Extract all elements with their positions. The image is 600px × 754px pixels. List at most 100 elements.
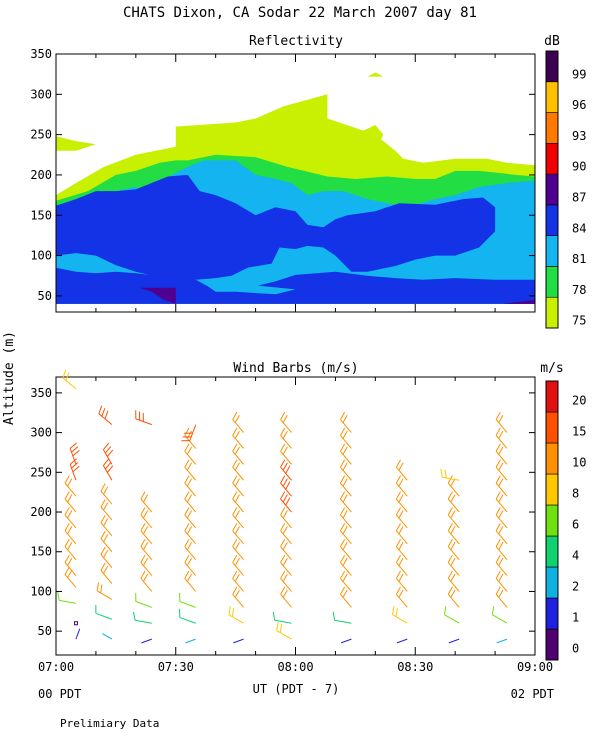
- wind-colorbar-label: 10: [572, 456, 586, 470]
- wind-barb-feather: [343, 542, 347, 549]
- wind-x-tick-label: 08:30: [397, 660, 433, 674]
- wind-barb-feather: [496, 476, 500, 483]
- wind-barb-feather: [448, 492, 452, 499]
- wind-barb-feather: [143, 558, 147, 565]
- wind-barb-feather: [499, 542, 503, 549]
- wind-barb-feather: [499, 495, 503, 502]
- wind-barb-feather: [396, 507, 400, 514]
- wind-barb-staff: [281, 594, 292, 607]
- wind-barb-feather: [448, 523, 452, 530]
- wind-barb-feather: [343, 447, 347, 454]
- wind-barbs-title: Wind Barbs (m/s): [233, 361, 358, 376]
- wind-barb-feather: [496, 587, 500, 594]
- wind-barb-feather: [283, 463, 287, 470]
- wind-barb-feather: [141, 571, 145, 578]
- wind-barb-feather: [281, 428, 285, 435]
- wind-barb-feather: [281, 523, 285, 530]
- wind-barb-staff: [101, 555, 112, 568]
- wind-barb-feather: [399, 495, 403, 502]
- reflectivity-y-tick-label: 200: [30, 168, 52, 182]
- wind-barb-feather: [499, 558, 503, 565]
- wind-barb-staff: [63, 378, 76, 389]
- wind-barb-staff: [340, 563, 351, 576]
- wind-barb-staff: [281, 451, 292, 464]
- wind-barb-feather: [340, 507, 344, 514]
- wind-barb-feather: [340, 460, 344, 467]
- wind-barb-staff: [65, 483, 76, 496]
- wind-barb-staff: [396, 499, 407, 512]
- wind-barb-feather: [499, 447, 503, 454]
- wind-barb-feather: [101, 531, 105, 538]
- wind-barb-staff: [281, 547, 292, 560]
- wind-barb-feather: [65, 555, 69, 562]
- wind-barb-staff: [101, 491, 112, 504]
- wind-barb-staff: [76, 629, 80, 639]
- wind-barb-feather: [496, 492, 500, 499]
- wind-barb-feather: [104, 503, 108, 510]
- wind-barb-feather: [340, 523, 344, 530]
- reflectivity-y-tick-label: 300: [30, 87, 52, 101]
- wind-barb-staff: [335, 620, 352, 623]
- wind-barb-staff: [492, 615, 507, 624]
- wind-barb-staff: [340, 499, 351, 512]
- wind-barb-feather: [281, 555, 285, 562]
- wind-barb-staff: [496, 547, 507, 560]
- wind-barb-feather: [233, 507, 237, 514]
- reflectivity-y-tick-label: 350: [30, 47, 52, 61]
- wind-barb-feather: [233, 444, 237, 451]
- wind-barb-staff: [340, 547, 351, 560]
- reflectivity-colorbar-label: 87: [572, 191, 586, 205]
- wind-barb-feather: [185, 492, 189, 499]
- wind-barb-staff: [141, 515, 152, 528]
- wind-barb-staff: [448, 499, 459, 512]
- wind-barb-staff: [340, 531, 351, 544]
- wind-barb-staff: [496, 420, 507, 433]
- wind-barb-staff: [233, 563, 244, 576]
- wind-barb-feather: [72, 462, 78, 468]
- wind-barb-feather: [233, 428, 237, 435]
- wind-barb-staff: [281, 499, 292, 512]
- wind-barb-feather: [233, 460, 237, 467]
- reflectivity-colorbar-swatch: [546, 297, 558, 328]
- wind-barb-feather: [141, 555, 145, 562]
- reflectivity-y-tick-label: 100: [30, 249, 52, 263]
- wind-barb-feather: [343, 511, 347, 518]
- reflectivity-colorbar-label: 84: [572, 221, 586, 235]
- wind-barb-feather: [70, 443, 76, 449]
- wind-x-tick-label: 08:00: [277, 660, 313, 674]
- wind-barb-feather: [141, 507, 145, 514]
- wind-barb-feather: [65, 567, 69, 574]
- wind-barb-feather: [105, 411, 108, 419]
- wind-barb-feather: [235, 415, 239, 422]
- wind-barb-feather: [496, 412, 500, 419]
- wind-barb-staff: [65, 515, 76, 528]
- wind-barb-feather: [141, 492, 145, 499]
- wind-barb-staff: [448, 531, 459, 544]
- wind-y-tick-label: 50: [38, 624, 52, 638]
- wind-barb-feather: [340, 444, 344, 451]
- wind-barb-feather: [235, 558, 239, 565]
- wind-barb-feather: [281, 444, 285, 451]
- wind-barb-feather: [281, 476, 285, 483]
- wind-barb-feather: [133, 612, 135, 620]
- wind-barb-staff: [496, 499, 507, 512]
- wind-barb-feather: [233, 492, 237, 499]
- wind-barb-feather: [396, 476, 400, 483]
- wind-colorbar-label: 8: [572, 487, 579, 501]
- wind-barb-feather: [499, 463, 503, 470]
- wind-colorbar-swatch: [546, 567, 558, 598]
- wind-barb-feather: [233, 587, 237, 594]
- wind-barb-staff: [275, 620, 292, 623]
- wind-barb-feather: [103, 459, 108, 466]
- wind-barb-feather: [104, 550, 108, 557]
- wind-colorbar-swatch: [546, 443, 558, 474]
- wind-barb-staff: [396, 578, 407, 591]
- wind-barb-feather: [103, 443, 108, 450]
- wind-barb-staff: [448, 594, 459, 607]
- wind-barb-feather: [143, 495, 147, 502]
- wind-barb-feather: [399, 574, 403, 581]
- wind-barb-staff: [396, 563, 407, 576]
- wind-barb-feather: [281, 412, 285, 419]
- reflectivity-colorbar-swatch: [546, 236, 558, 267]
